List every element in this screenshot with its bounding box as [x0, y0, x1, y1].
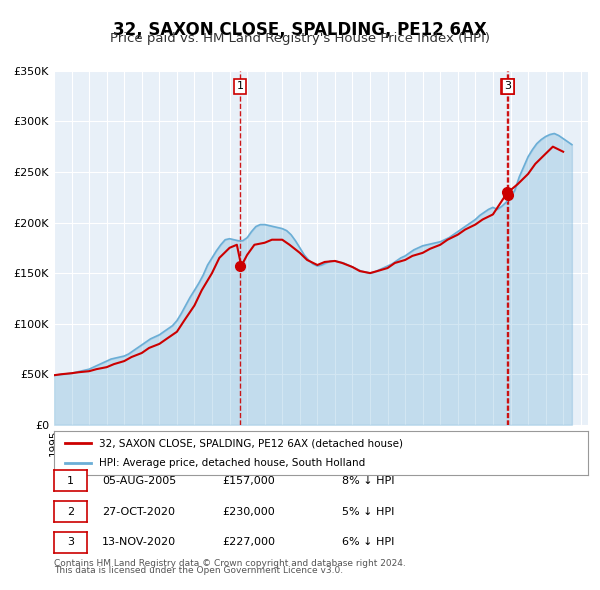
- Text: Price paid vs. HM Land Registry's House Price Index (HPI): Price paid vs. HM Land Registry's House …: [110, 32, 490, 45]
- Text: 1: 1: [67, 476, 74, 486]
- Text: 27-OCT-2020: 27-OCT-2020: [102, 507, 175, 516]
- Text: 3: 3: [67, 537, 74, 547]
- Text: 3: 3: [505, 81, 512, 91]
- Text: 05-AUG-2005: 05-AUG-2005: [102, 476, 176, 486]
- Text: Contains HM Land Registry data © Crown copyright and database right 2024.: Contains HM Land Registry data © Crown c…: [54, 559, 406, 568]
- Text: This data is licensed under the Open Government Licence v3.0.: This data is licensed under the Open Gov…: [54, 566, 343, 575]
- Text: 32, SAXON CLOSE, SPALDING, PE12 6AX (detached house): 32, SAXON CLOSE, SPALDING, PE12 6AX (det…: [100, 438, 403, 448]
- Text: 6% ↓ HPI: 6% ↓ HPI: [342, 537, 394, 547]
- Text: 2: 2: [67, 507, 74, 516]
- Text: £157,000: £157,000: [222, 476, 275, 486]
- Text: 5% ↓ HPI: 5% ↓ HPI: [342, 507, 394, 516]
- Text: 2: 2: [504, 81, 511, 91]
- Text: HPI: Average price, detached house, South Holland: HPI: Average price, detached house, Sout…: [100, 458, 365, 467]
- Text: £227,000: £227,000: [222, 537, 275, 547]
- Text: 13-NOV-2020: 13-NOV-2020: [102, 537, 176, 547]
- Text: 8% ↓ HPI: 8% ↓ HPI: [342, 476, 395, 486]
- Text: 32, SAXON CLOSE, SPALDING, PE12 6AX: 32, SAXON CLOSE, SPALDING, PE12 6AX: [113, 21, 487, 39]
- Text: £230,000: £230,000: [222, 507, 275, 516]
- Text: 1: 1: [236, 81, 244, 91]
